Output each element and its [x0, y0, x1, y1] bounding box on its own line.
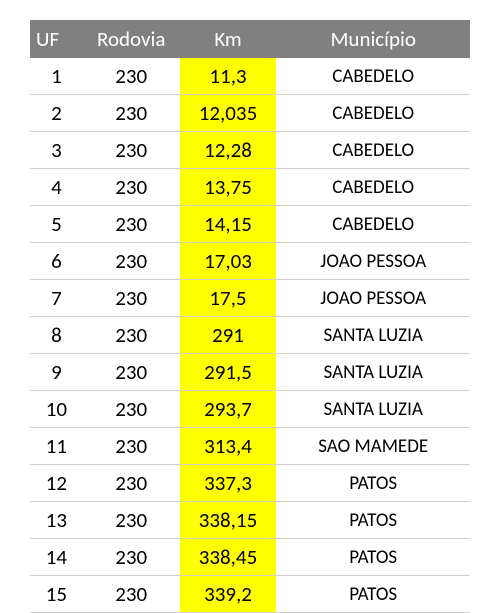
cell-uf: 5 — [30, 206, 83, 243]
cell-rodovia: 230 — [83, 539, 180, 576]
cell-uf: 8 — [30, 317, 83, 354]
cell-km: 14,15 — [180, 206, 277, 243]
cell-uf: 6 — [30, 243, 83, 280]
cell-municipio: CABEDELO — [276, 58, 470, 95]
table-row: 10230293,7SANTA LUZIA — [30, 391, 470, 428]
table-row: 9230291,5SANTA LUZIA — [30, 354, 470, 391]
cell-uf: 2 — [30, 95, 83, 132]
table-row: 8230291SANTA LUZIA — [30, 317, 470, 354]
cell-uf: 7 — [30, 280, 83, 317]
table-header-row: UF Rodovia Km Município — [30, 20, 470, 58]
cell-rodovia: 230 — [83, 95, 180, 132]
cell-uf: 12 — [30, 465, 83, 502]
cell-uf: 3 — [30, 132, 83, 169]
cell-municipio: JOAO PESSOA — [276, 243, 470, 280]
table-row: 11230313,4SAO MAMEDE — [30, 428, 470, 465]
table-row: 13230338,15PATOS — [30, 502, 470, 539]
cell-uf: 11 — [30, 428, 83, 465]
cell-km: 291,5 — [180, 354, 277, 391]
cell-rodovia: 230 — [83, 465, 180, 502]
cell-uf: 10 — [30, 391, 83, 428]
cell-municipio: CABEDELO — [276, 95, 470, 132]
cell-km: 291 — [180, 317, 277, 354]
cell-rodovia: 230 — [83, 243, 180, 280]
cell-rodovia: 230 — [83, 428, 180, 465]
cell-rodovia: 230 — [83, 391, 180, 428]
cell-municipio: SAO MAMEDE — [276, 428, 470, 465]
cell-municipio: SANTA LUZIA — [276, 391, 470, 428]
cell-km: 11,3 — [180, 58, 277, 95]
cell-km: 338,15 — [180, 502, 277, 539]
table-row: 12230337,3PATOS — [30, 465, 470, 502]
cell-municipio: PATOS — [276, 539, 470, 576]
cell-km: 13,75 — [180, 169, 277, 206]
cell-km: 17,03 — [180, 243, 277, 280]
cell-municipio: JOAO PESSOA — [276, 280, 470, 317]
cell-rodovia: 230 — [83, 280, 180, 317]
table-row: 14230338,45PATOS — [30, 539, 470, 576]
header-km: Km — [180, 20, 277, 58]
cell-municipio: SANTA LUZIA — [276, 354, 470, 391]
cell-km: 17,5 — [180, 280, 277, 317]
header-municipio: Município — [276, 20, 470, 58]
header-rodovia: Rodovia — [83, 20, 180, 58]
cell-uf: 13 — [30, 502, 83, 539]
cell-municipio: SANTA LUZIA — [276, 317, 470, 354]
cell-rodovia: 230 — [83, 502, 180, 539]
table-row: 623017,03JOAO PESSOA — [30, 243, 470, 280]
table-row: 723017,5JOAO PESSOA — [30, 280, 470, 317]
cell-uf: 14 — [30, 539, 83, 576]
header-uf: UF — [30, 20, 83, 58]
cell-rodovia: 230 — [83, 169, 180, 206]
cell-km: 12,035 — [180, 95, 277, 132]
cell-km: 293,7 — [180, 391, 277, 428]
cell-km: 338,45 — [180, 539, 277, 576]
cell-municipio: CABEDELO — [276, 132, 470, 169]
data-table: UF Rodovia Km Município 123011,3CABEDELO… — [30, 20, 470, 613]
table-row: 123011,3CABEDELO — [30, 58, 470, 95]
cell-municipio: CABEDELO — [276, 169, 470, 206]
table-body: 123011,3CABEDELO223012,035CABEDELO323012… — [30, 58, 470, 613]
cell-municipio: PATOS — [276, 465, 470, 502]
cell-uf: 9 — [30, 354, 83, 391]
cell-km: 313,4 — [180, 428, 277, 465]
cell-uf: 4 — [30, 169, 83, 206]
cell-rodovia: 230 — [83, 132, 180, 169]
table-row: 223012,035CABEDELO — [30, 95, 470, 132]
table-row: 323012,28CABEDELO — [30, 132, 470, 169]
cell-km: 12,28 — [180, 132, 277, 169]
cell-rodovia: 230 — [83, 58, 180, 95]
cell-rodovia: 230 — [83, 317, 180, 354]
cell-rodovia: 230 — [83, 354, 180, 391]
cell-km: 337,3 — [180, 465, 277, 502]
cell-municipio: PATOS — [276, 502, 470, 539]
cell-rodovia: 230 — [83, 206, 180, 243]
table-row: 523014,15CABEDELO — [30, 206, 470, 243]
cell-uf: 1 — [30, 58, 83, 95]
table-row: 423013,75CABEDELO — [30, 169, 470, 206]
cell-municipio: CABEDELO — [276, 206, 470, 243]
